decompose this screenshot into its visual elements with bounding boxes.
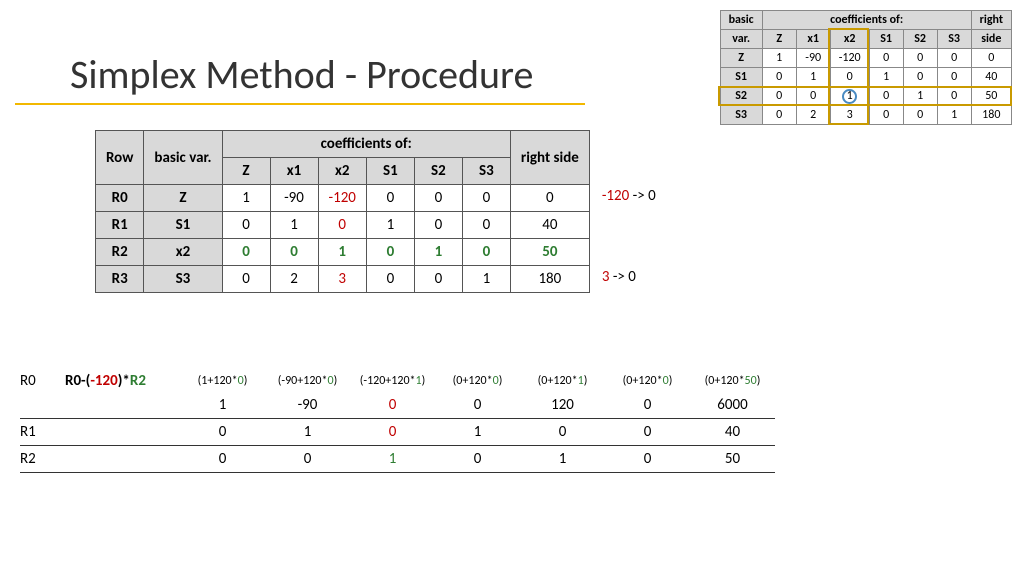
title-underline [15,103,585,105]
page-title: Simplex Method - Procedure [70,50,533,99]
row-annotation: -120 -> 0 [602,187,656,205]
main-tableau: Rowbasic var.coefficients of:right sideZ… [95,130,590,293]
small-tableau: basiccoefficients of:rightvar.Zx1x2S1S2S… [720,10,1012,125]
calculation-steps: R0R0-(-120)*R2(1+120*0)(-90+120*0)(-120+… [20,370,775,473]
row-annotation: 3 -> 0 [602,268,636,286]
